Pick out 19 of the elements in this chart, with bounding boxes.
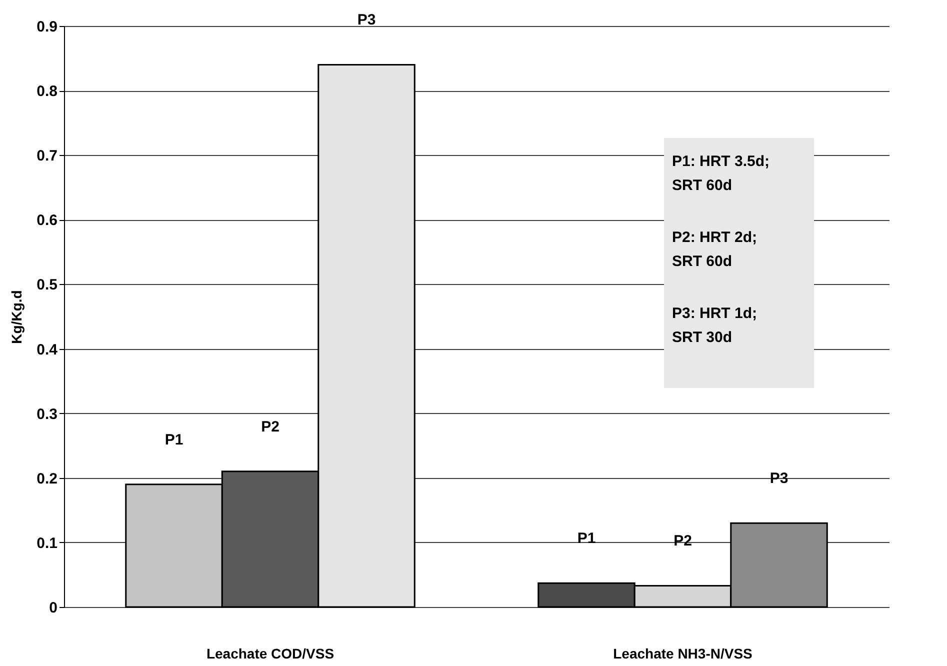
text: P1 [164, 431, 184, 448]
y-tick-label: 0.8 [36, 83, 58, 100]
y-tick-label: 0.9 [36, 18, 58, 36]
x-tick-label: Leachate COD/VSS [206, 646, 334, 662]
annotation: P1: HRT 3.5d; SRT 60d [672, 153, 770, 194]
y-tick-label: 0.4 [36, 341, 58, 358]
text: P3 [357, 12, 376, 29]
y-tick-label: 0.3 [36, 406, 58, 423]
annotation: P2: HRT 2d; SRT 60d [672, 229, 758, 270]
y-tick-label: 0.1 [36, 534, 58, 552]
y-tick-label: 0.7 [36, 148, 58, 165]
y-tick-label: 0.5 [36, 276, 58, 294]
x-tick-label: Leachate NH3-N/VSS [613, 646, 752, 662]
text: P2 [261, 418, 280, 436]
y-axis-title: Kg/Kg.d [8, 290, 25, 344]
y-tick-label: 0.6 [36, 212, 58, 230]
y-tick-label: 0 [49, 600, 58, 616]
annotation: P3: HRT 1d; SRT 30d [672, 305, 758, 346]
y-tick-label: 0.2 [36, 470, 58, 488]
